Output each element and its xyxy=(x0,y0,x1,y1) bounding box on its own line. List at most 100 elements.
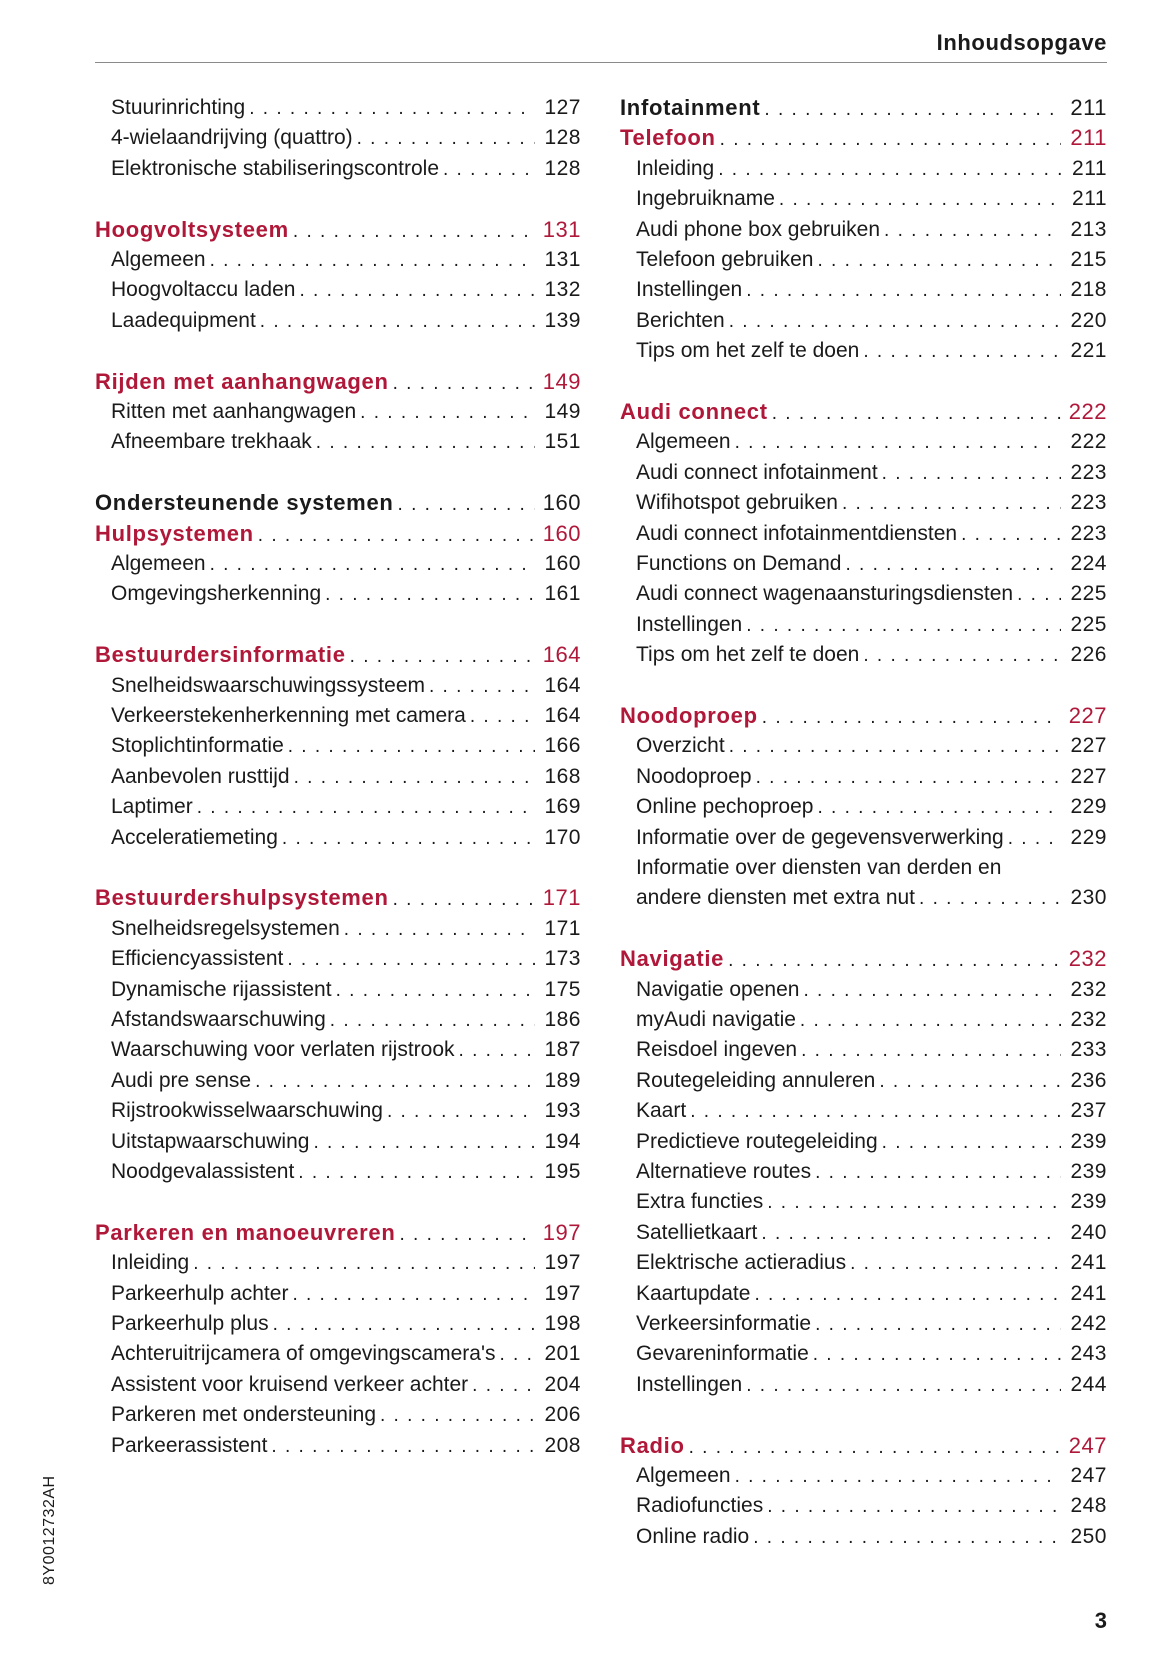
toc-page-number: 218 xyxy=(1070,278,1107,302)
dot-leader xyxy=(255,1067,535,1097)
toc-entry[interactable]: Ritten met aanhangwagen 149 xyxy=(95,397,581,427)
toc-entry[interactable]: Alternatieve routes 239 xyxy=(620,1157,1107,1187)
toc-entry-title: Ingebruikname xyxy=(636,187,775,211)
toc-section-heading[interactable]: Radio 247 xyxy=(620,1431,1107,1461)
toc-entry[interactable]: Snelheidswaarschuwingssysteem 164 xyxy=(95,671,581,701)
toc-entry[interactable]: Elektronische stabiliseringscontrole 128 xyxy=(95,154,581,184)
toc-entry[interactable]: Afneembare trekhaak 151 xyxy=(95,427,581,457)
toc-entry[interactable]: Instellingen 244 xyxy=(620,1370,1107,1400)
dot-leader xyxy=(761,1219,1061,1249)
toc-section-heading[interactable]: Bestuurdersinformatie 164 xyxy=(95,640,581,670)
toc-entry-title: Algemeen xyxy=(111,552,206,575)
toc-entry[interactable]: Algemeen 131 xyxy=(95,245,581,275)
toc-entry[interactable]: Dynamische rijassistent 175 xyxy=(95,975,581,1005)
toc-entry[interactable]: Predictieve routegeleiding 239 xyxy=(620,1127,1107,1157)
toc-entry-title: Noodoproep xyxy=(620,703,758,728)
dot-leader xyxy=(746,611,1061,641)
toc-entry[interactable]: Stoplichtinformatie 166 xyxy=(95,731,581,761)
toc-entry[interactable]: Noodgevalassistent 195 xyxy=(95,1157,581,1187)
toc-entry[interactable]: Parkeerassistent 208 xyxy=(95,1431,581,1461)
toc-entry-title: Overzicht xyxy=(636,734,725,758)
toc-entry-title: Dynamische rijassistent xyxy=(111,977,332,1001)
toc-entry[interactable]: Informatie over de gegevensverwerking 229 xyxy=(620,823,1107,853)
toc-entry[interactable]: Ingebruikname 211 xyxy=(620,184,1107,214)
toc-entry[interactable]: Efficiencyassistent 173 xyxy=(95,944,581,974)
toc-entry[interactable]: Audi connect infotainmentdiensten 223 xyxy=(620,519,1107,549)
toc-section-heading[interactable]: Hoogvoltsysteem 131 xyxy=(95,215,581,245)
toc-entry[interactable]: Hoogvoltaccu laden 132 xyxy=(95,275,581,305)
toc-entry[interactable]: Waarschuwing voor verlaten rijstrook 187 xyxy=(95,1035,581,1065)
toc-entry[interactable]: Instellingen 225 xyxy=(620,610,1107,640)
toc-entry[interactable]: Achteruitrijcamera of omgevingscamera's 2… xyxy=(95,1339,581,1369)
toc-entry[interactable]: Verkeerstekenherkenning met camera 164 xyxy=(95,701,581,731)
toc-entry-title: Parkeerhulp plus xyxy=(111,1312,269,1335)
toc-entry[interactable]: Inleiding 211 xyxy=(620,154,1107,184)
toc-entry[interactable]: Overzicht 227 xyxy=(620,731,1107,761)
toc-section-heading[interactable]: Parkeren en manoeuvreren 197 xyxy=(95,1218,581,1248)
toc-entry-title: Instellingen xyxy=(636,612,743,636)
toc-entry[interactable]: Telefoon gebruiken 215 xyxy=(620,245,1107,275)
toc-entry[interactable]: Parkeren met ondersteuning 206 xyxy=(95,1400,581,1430)
toc-entry[interactable]: Routegeleiding annuleren 236 xyxy=(620,1066,1107,1096)
toc-entry[interactable]: Elektrische actieradius 241 xyxy=(620,1248,1107,1278)
toc-entry[interactable]: Functions on Demand 224 xyxy=(620,549,1107,579)
toc-entry[interactable]: Instellingen 218 xyxy=(620,275,1107,305)
toc-entry[interactable]: Reisdoel ingeven 233 xyxy=(620,1035,1107,1065)
toc-entry[interactable]: Satellietkaart 240 xyxy=(620,1218,1107,1248)
toc-entry[interactable]: Noodoproep 227 xyxy=(620,762,1107,792)
toc-entry[interactable]: Afstandswaarschuwing 186 xyxy=(95,1005,581,1035)
toc-entry-title: Telefoon xyxy=(620,125,716,151)
toc-page-number: 171 xyxy=(544,916,581,940)
toc-section-heading[interactable]: Navigatie 232 xyxy=(620,944,1107,974)
toc-entry[interactable]: Omgevingsherkenning 161 xyxy=(95,579,581,609)
toc-entry-title: Stoplichtinformatie xyxy=(111,734,284,758)
toc-entry[interactable]: Assistent voor kruisend verkeer achter 20… xyxy=(95,1370,581,1400)
toc-section-heading[interactable]: Bestuurdershulpsystemen 171 xyxy=(95,883,581,913)
toc-entry[interactable]: Algemeen 247 xyxy=(620,1461,1107,1491)
toc-entry[interactable]: Tips om het zelf te doen 226 xyxy=(620,640,1107,670)
toc-entry[interactable]: Parkeerhulp achter 197 xyxy=(95,1279,581,1309)
toc-page-number: 237 xyxy=(1070,1099,1107,1123)
toc-entry[interactable]: Algemeen 222 xyxy=(620,427,1107,457)
toc-entry[interactable]: myAudi navigatie 232 xyxy=(620,1005,1107,1035)
toc-entry[interactable]: Snelheidsregelsystemen 171 xyxy=(95,914,581,944)
toc-entry[interactable]: Algemeen 160 xyxy=(95,549,581,579)
toc-entry[interactable]: Radiofuncties 248 xyxy=(620,1491,1107,1521)
toc-entry[interactable]: Audi phone box gebruiken 213 xyxy=(620,215,1107,245)
toc-section-heading[interactable]: Rijden met aanhangwagen 149 xyxy=(95,367,581,397)
toc-entry[interactable]: Audi connect wagenaansturingsdiensten 225 xyxy=(620,579,1107,609)
toc-entry[interactable]: Navigatie openen 232 xyxy=(620,975,1107,1005)
toc-section-heading[interactable]: Noodoproep 227 xyxy=(620,701,1107,731)
toc-entry[interactable]: Aanbevolen rusttijd 168 xyxy=(95,762,581,792)
toc-entry[interactable]: Rijstrookwisselwaarschuwing 193 xyxy=(95,1096,581,1126)
page-number: 3 xyxy=(1094,1608,1107,1633)
toc-entry[interactable]: Wifihotspot gebruiken 223 xyxy=(620,488,1107,518)
toc-entry[interactable]: Informatie over diensten van derden en xyxy=(620,853,1107,883)
toc-entry[interactable]: Verkeersinformatie 242 xyxy=(620,1309,1107,1339)
toc-entry[interactable]: Online pechoproep 229 xyxy=(620,792,1107,822)
toc-entry[interactable]: Kaart 237 xyxy=(620,1096,1107,1126)
toc-entry[interactable]: Audi connect infotainment 223 xyxy=(620,458,1107,488)
toc-entry[interactable]: Laptimer 169 xyxy=(95,792,581,822)
toc-entry[interactable]: Inleiding 197 xyxy=(95,1248,581,1278)
toc-section-heading[interactable]: Ondersteunende systemen 160 xyxy=(95,488,581,518)
toc-entry[interactable]: Audi pre sense 189 xyxy=(95,1066,581,1096)
toc-entry[interactable]: andere diensten met extra nut 230 xyxy=(620,883,1107,913)
toc-entry[interactable]: Laadequipment 139 xyxy=(95,306,581,336)
toc-entry[interactable]: Parkeerhulp plus 198 xyxy=(95,1309,581,1339)
toc-section-heading[interactable]: Telefoon 211 xyxy=(620,123,1107,153)
toc-entry[interactable]: Extra functies 239 xyxy=(620,1187,1107,1217)
toc-entry[interactable]: Kaartupdate 241 xyxy=(620,1279,1107,1309)
toc-entry[interactable]: Acceleratiemeting 170 xyxy=(95,823,581,853)
toc-entry-title: Inleiding xyxy=(111,1251,190,1275)
toc-entry[interactable]: Stuurinrichting 127 xyxy=(95,93,581,123)
toc-entry[interactable]: Tips om het zelf te doen 221 xyxy=(620,336,1107,366)
toc-entry[interactable]: Berichten 220 xyxy=(620,306,1107,336)
toc-entry[interactable]: Online radio 250 xyxy=(620,1522,1107,1552)
toc-section-heading[interactable]: Infotainment 211 xyxy=(620,93,1107,123)
toc-entry[interactable]: Gevareninformatie 243 xyxy=(620,1339,1107,1369)
toc-entry[interactable]: 4-wielaandrijving (quattro) 128 xyxy=(95,123,581,153)
toc-entry[interactable]: Uitstapwaarschuwing 194 xyxy=(95,1127,581,1157)
toc-section-heading[interactable]: Hulpsystemen 160 xyxy=(95,519,581,549)
toc-section-heading[interactable]: Audi connect 222 xyxy=(620,397,1107,427)
